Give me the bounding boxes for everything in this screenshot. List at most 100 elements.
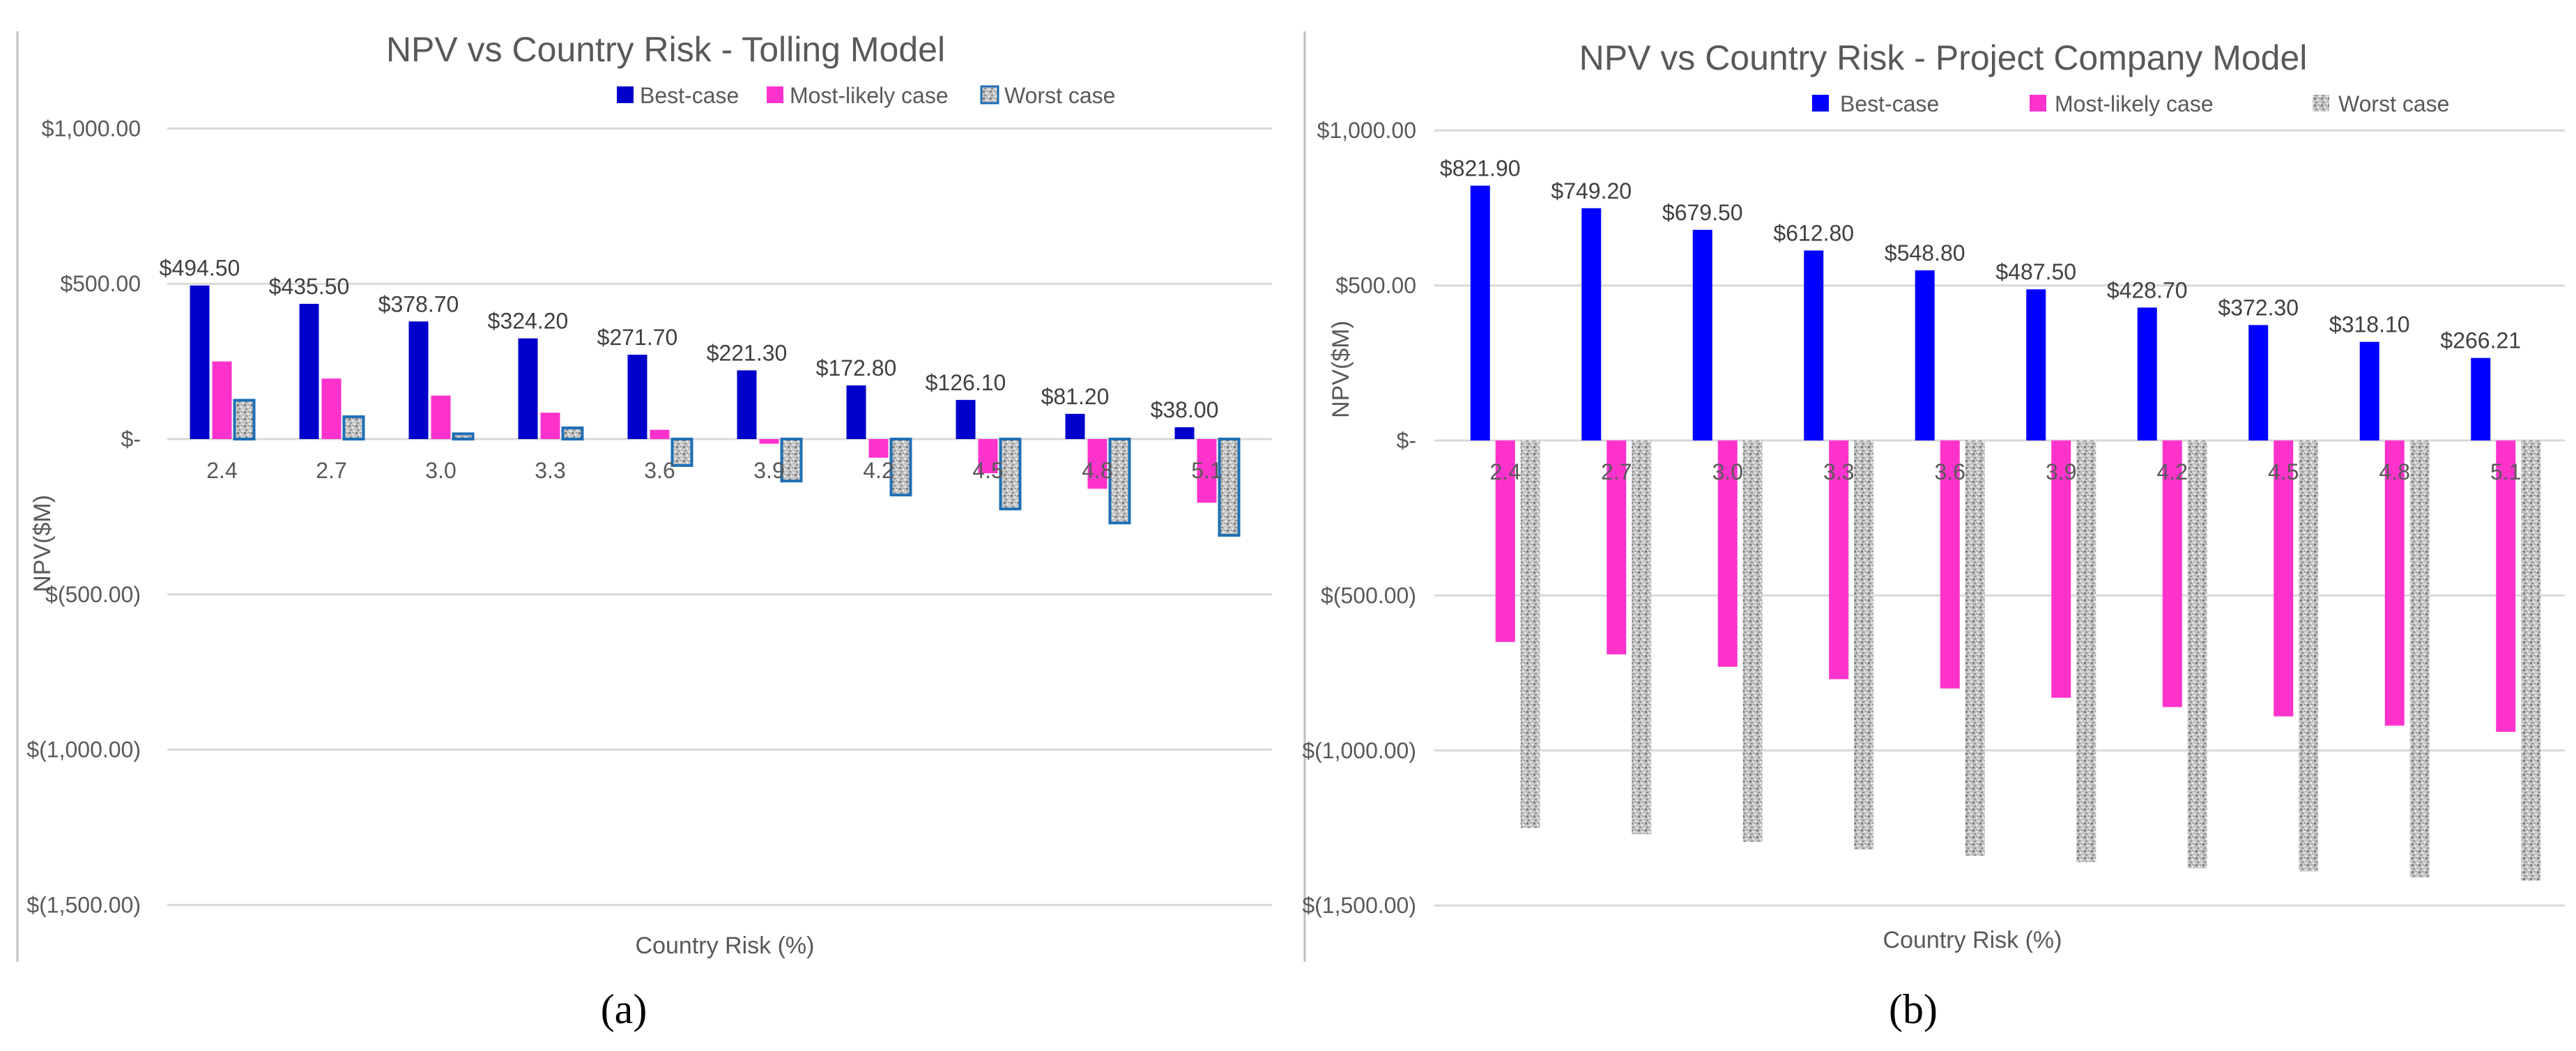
bar-worst-case <box>1965 440 1985 857</box>
bar-worst-case <box>2299 440 2319 872</box>
legend-best-swatch <box>617 86 634 103</box>
x-axis-ticks: 2.4 2.7 3.0 3.3 3.6 3.9 4.2 4.5 4.8 5.1 <box>1490 459 2522 484</box>
bar-most-likely-case <box>868 439 889 458</box>
legend-most-label: Most-likely case <box>2055 91 2214 116</box>
bar-most-likely-case <box>540 413 560 439</box>
bar-best-case <box>2026 289 2046 440</box>
y-axis-title: NPV($M) <box>29 495 56 592</box>
bar-worst-case <box>2409 440 2430 878</box>
x-tick-label: 4.8 <box>2379 459 2410 484</box>
y-axis-title: NPV($M) <box>1328 321 1354 418</box>
bar-best-case <box>1804 250 1824 440</box>
bar-worst-case <box>1218 438 1241 537</box>
bar-most-likely-case <box>978 439 998 474</box>
bar-worst-case <box>670 438 693 467</box>
bar-best-case <box>1065 413 1085 439</box>
chart-title: NPV vs Country Risk - Tolling Model <box>386 30 945 69</box>
bar-best-case <box>2471 358 2491 440</box>
bar-best-case <box>956 399 976 439</box>
data-label-best-case: $612.80 <box>1773 220 1854 245</box>
data-label-best-case: $81.20 <box>1041 384 1110 409</box>
x-tick-label: 5.1 <box>1191 458 1222 483</box>
bar-worst-case <box>2521 440 2541 881</box>
bar-worst-case <box>1520 440 1540 828</box>
data-label-best-case: $172.80 <box>816 355 897 381</box>
bar-most-likely-case <box>2274 440 2294 716</box>
x-tick-label: 3.9 <box>753 458 784 483</box>
bar-worst-case <box>561 426 584 440</box>
legend-most-swatch <box>2030 95 2046 112</box>
x-tick-label: 3.0 <box>425 458 456 483</box>
bar-most-likely-case <box>2162 440 2182 707</box>
bar-most-likely-case <box>1607 440 1627 654</box>
y-tick-label: $1,000.00 <box>42 116 141 141</box>
data-label-best-case: $821.90 <box>1440 155 1521 181</box>
y-tick-label: $500.00 <box>60 271 141 296</box>
y-axis: $1,000.00 $500.00 $- $(500.00) $(1,000.00) $(… <box>1302 118 2565 918</box>
data-label-best-case: $318.10 <box>2329 312 2410 337</box>
bar-best-case <box>1581 208 1602 440</box>
bar-most-likely-case <box>1717 440 1738 667</box>
bar-worst-case <box>1854 440 1874 850</box>
x-tick-label: 3.6 <box>644 458 675 483</box>
bar-best-case <box>2248 325 2269 440</box>
bar-worst-case <box>452 432 475 441</box>
legend-worst-label: Worst case <box>1004 83 1115 108</box>
bar-best-case <box>190 285 210 439</box>
bar-worst-case <box>2187 440 2207 868</box>
legend-most-swatch <box>767 86 783 103</box>
bar-best-case <box>846 385 866 439</box>
data-label-best-case: $324.20 <box>488 309 569 334</box>
data-label-best-case: $372.30 <box>2218 295 2299 320</box>
bar-most-likely-case <box>759 439 779 444</box>
bar-best-case <box>2359 342 2379 440</box>
bar-worst-case <box>889 438 912 497</box>
legend-worst-swatch <box>2313 95 2329 112</box>
legend-worst-label: Worst case <box>2338 91 2449 116</box>
x-tick-label: 2.4 <box>206 458 237 483</box>
x-tick-label: 3.9 <box>2046 459 2076 484</box>
bar-most-likely-case <box>212 361 232 439</box>
chart-tolling-model: NPV vs Country Risk - Tolling Model Best… <box>16 30 1272 1032</box>
x-tick-label: 3.3 <box>535 458 565 483</box>
bar-best-case <box>627 354 647 439</box>
panel-label: (a) <box>601 986 647 1032</box>
x-tick-label: 3.6 <box>1935 459 1965 484</box>
bar-best-case <box>1174 427 1195 439</box>
data-label-best-case: $38.00 <box>1151 397 1219 422</box>
x-tick-label: 2.7 <box>1601 459 1632 484</box>
legend-worst-swatch <box>980 85 999 105</box>
x-axis-ticks: 2.4 2.7 3.0 3.3 3.6 3.9 4.2 4.5 4.8 5.1 <box>206 458 1222 483</box>
x-tick-label: 2.7 <box>316 458 346 483</box>
data-label-best-case: $749.20 <box>1551 178 1632 204</box>
x-tick-label: 4.8 <box>1082 458 1112 483</box>
bar-worst-case <box>233 399 256 440</box>
bar-best-case <box>2137 307 2157 440</box>
bar-best-case <box>518 338 538 439</box>
legend-most-label: Most-likely case <box>790 83 949 108</box>
bar-most-likely-case <box>1197 439 1217 503</box>
x-tick-label: 4.2 <box>2157 459 2188 484</box>
bar-best-case <box>408 321 429 439</box>
data-label-best-case: $435.50 <box>269 274 350 299</box>
y-tick-label: $(1,000.00) <box>1302 738 1416 763</box>
data-label-best-case: $494.50 <box>160 256 240 281</box>
y-tick-label: $1,000.00 <box>1317 118 1416 143</box>
data-label-best-case: $487.50 <box>1995 259 2076 284</box>
x-tick-label: 3.0 <box>1712 459 1743 484</box>
bar-worst-case <box>780 438 803 483</box>
y-tick-label: $- <box>1397 428 1416 453</box>
chart-title: NPV vs Country Risk - Project Company Mo… <box>1579 38 2308 77</box>
bar-best-case <box>299 303 319 439</box>
x-tick-label: 4.2 <box>863 458 894 483</box>
bar-most-likely-case <box>2384 440 2405 726</box>
y-tick-label: $(1,000.00) <box>26 737 141 762</box>
panel-label: (b) <box>1889 986 1938 1032</box>
bar-most-likely-case <box>1495 440 1515 643</box>
x-tick-label: 3.3 <box>1823 459 1854 484</box>
x-tick-label: 5.1 <box>2490 459 2521 484</box>
bar-most-likely-case <box>431 395 451 439</box>
bar-worst-case <box>999 438 1022 511</box>
bar-most-likely-case <box>2051 440 2071 698</box>
